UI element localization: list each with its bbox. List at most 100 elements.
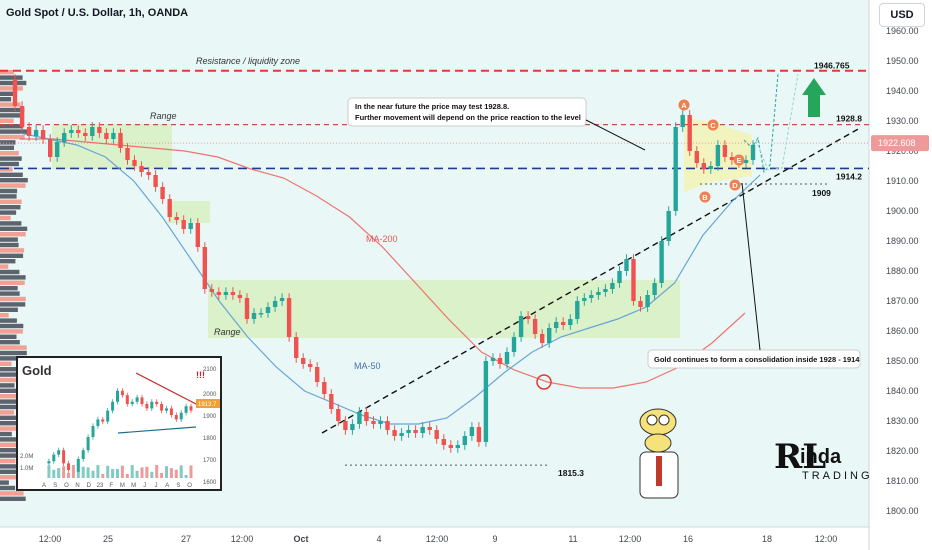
candle-body: [399, 433, 404, 436]
inset-volume-bar: [62, 466, 66, 478]
inset-candle-body: [81, 450, 85, 459]
volume-profile-bar: [0, 437, 18, 442]
volume-profile-bar: [0, 313, 9, 318]
inset-volume-bar: [130, 465, 134, 478]
inset-time-tick: S: [53, 483, 57, 489]
candle-body: [729, 157, 735, 160]
candle-body: [167, 199, 172, 217]
inset-candle-body: [125, 395, 129, 404]
inset-candle-body: [106, 410, 110, 422]
inset-time-tick: O: [187, 483, 192, 489]
volume-profile-bar: [0, 248, 25, 253]
volume-profile-bar: [0, 129, 28, 134]
time-axis-background: [0, 527, 869, 550]
wave-label: C: [710, 121, 716, 130]
volume-profile-bar: [0, 383, 15, 388]
candle-body: [582, 298, 587, 301]
candle-body: [195, 223, 200, 247]
volume-profile-bar: [0, 404, 22, 410]
candle-body: [315, 367, 320, 382]
volume-profile-bar: [0, 107, 25, 113]
currency-button[interactable]: USD: [879, 3, 925, 27]
inset-price-tick: 2100: [203, 367, 217, 373]
price-tick: 1900.00: [886, 206, 919, 216]
inset-volume-bar: [165, 466, 168, 478]
candle-body: [279, 298, 285, 301]
inset-volume-bar: [179, 465, 183, 478]
inset-time-tick: S: [176, 483, 180, 489]
volume-profile-bar: [0, 334, 17, 339]
volume-profile-bar: [0, 259, 16, 264]
candle-body: [413, 430, 418, 433]
mascot-eye: [658, 414, 670, 426]
resistance-zone-label: Resistance / liquidity zone: [196, 56, 300, 66]
inset-trendline-lower: [117, 426, 197, 434]
range-zones: [52, 118, 752, 338]
inset-candle-body: [174, 415, 178, 420]
inset-time-tick: F: [109, 483, 113, 489]
candle-body: [301, 358, 306, 364]
candle-body: [455, 445, 460, 448]
candle-body: [97, 127, 102, 133]
candle-body: [392, 430, 397, 436]
level-label: 1928.8: [836, 114, 862, 124]
volume-profile-bar: [0, 237, 18, 242]
inset-volume-bar: [101, 473, 105, 478]
price-tick: 1930.00: [886, 116, 919, 126]
inset-candle-body: [96, 419, 100, 426]
inset-price-tag: [196, 399, 220, 408]
level-label: 1946.765: [814, 61, 850, 71]
candle-body: [722, 145, 728, 157]
inset-time-tick: M: [131, 483, 136, 489]
volume-profile-bar: [0, 388, 19, 393]
candle-body: [322, 382, 327, 394]
inset-candle-body: [86, 437, 90, 451]
inset-volume-bar: [174, 469, 178, 478]
inset-volume-bar: [150, 471, 154, 478]
candle-body: [294, 337, 299, 358]
inset-volume-tick: 1.0M: [20, 466, 33, 472]
wave-label: A: [681, 101, 687, 110]
price-tick: 1860.00: [886, 326, 919, 336]
inset-candle-body: [91, 426, 95, 437]
inset-volume-bar: [86, 467, 90, 478]
time-tick: 9: [492, 534, 497, 544]
volume-profile-bar: [0, 410, 14, 415]
inset-volume-bar: [52, 469, 56, 478]
candle-body: [83, 133, 88, 136]
inset-candle-body: [135, 397, 139, 402]
inset-time-tick: A: [165, 483, 169, 489]
price-tick: 1850.00: [886, 356, 919, 366]
inset-price-tick: 2000: [203, 392, 217, 398]
inset-volume-bar: [76, 471, 80, 478]
level-label: 1914.2: [836, 171, 862, 181]
inset-candle-body: [101, 419, 105, 422]
inset-volume-bar: [160, 472, 164, 478]
wave-label: D: [732, 181, 738, 190]
candle-body: [659, 241, 664, 283]
candle-body: [511, 337, 517, 352]
candle-body: [547, 328, 552, 343]
inset-volume-bar: [67, 472, 70, 478]
inset-volume-bar: [91, 470, 95, 478]
inset-price-tick: 1900: [203, 414, 217, 420]
volume-profile-bar: [0, 367, 18, 372]
ma50-label: MA-50: [354, 361, 381, 371]
candle-body: [427, 427, 432, 430]
candle-body: [434, 430, 439, 439]
price-tick: 1810.00: [886, 476, 919, 486]
volume-profile-bar: [0, 340, 20, 345]
time-tick: 4: [376, 534, 381, 544]
time-tick: 27: [181, 534, 191, 544]
inset-price-tag-text: 1913.7: [198, 402, 217, 408]
candle-body: [188, 223, 193, 229]
volume-profile-bar: [0, 372, 21, 377]
mascot-illustration: [639, 408, 679, 499]
candle-body: [258, 313, 264, 315]
volume-profile-bar: [0, 226, 28, 231]
volume-profile-bar: [0, 145, 14, 150]
candle-body: [554, 322, 559, 328]
inset-candle-body: [189, 406, 193, 411]
inset-candle-body: [116, 390, 119, 402]
